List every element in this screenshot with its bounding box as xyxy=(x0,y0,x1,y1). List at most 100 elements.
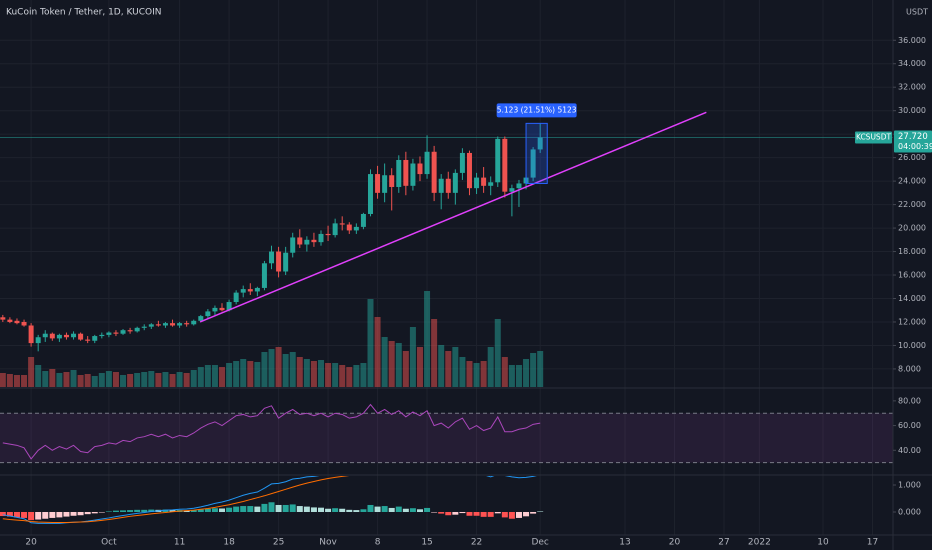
candle-body xyxy=(339,223,345,225)
x-tick-label: 17 xyxy=(867,538,878,548)
macd-histogram-bar xyxy=(438,511,445,514)
macd-histogram-bar xyxy=(134,509,141,512)
volume-bar xyxy=(49,369,56,387)
candle-body xyxy=(261,263,267,288)
macd-histogram-bar xyxy=(381,506,388,512)
volume-bar xyxy=(176,372,183,387)
x-tick-label: 2022 xyxy=(748,538,771,548)
candle-body xyxy=(212,307,218,312)
currency-label: USDT xyxy=(906,8,928,17)
x-tick-label: 8 xyxy=(375,538,381,548)
candle-body xyxy=(254,287,260,292)
macd-histogram-bar xyxy=(325,508,332,512)
volume-bar xyxy=(332,363,339,387)
volume-bar xyxy=(112,372,119,387)
volume-bar xyxy=(346,367,353,387)
volume-bar xyxy=(134,373,141,387)
volume-bar xyxy=(353,365,360,387)
candle-body xyxy=(466,152,472,189)
macd-histogram-bar xyxy=(424,507,431,512)
x-tick-label: 15 xyxy=(421,538,432,548)
rsi-line xyxy=(2,403,541,460)
volume-bar xyxy=(367,299,374,387)
y-tick-label: 8.000 xyxy=(898,364,921,373)
candle-body xyxy=(417,163,423,175)
volume-bar xyxy=(402,351,409,387)
macd-pane xyxy=(0,476,544,524)
volume-bar xyxy=(254,362,261,387)
candle-body xyxy=(403,159,409,186)
volume-bar xyxy=(91,376,98,387)
volume-bar xyxy=(240,359,247,387)
x-tick-label: Dec xyxy=(531,538,548,548)
volume-bar xyxy=(487,347,494,387)
volume-bar xyxy=(247,361,254,387)
volume-bar xyxy=(141,372,148,387)
candle-body xyxy=(283,252,289,272)
y-tick-label: 36.000 xyxy=(898,36,926,45)
candle-body xyxy=(445,178,451,193)
candle-body xyxy=(502,138,508,192)
macd-histogram-bar xyxy=(42,511,49,519)
volume-bar xyxy=(275,347,282,387)
macd-histogram-bar xyxy=(240,506,247,512)
volume-bar xyxy=(13,375,20,387)
y-tick-label: 12.000 xyxy=(898,317,926,326)
volume-bar xyxy=(381,337,388,387)
volume-bar xyxy=(204,365,211,387)
volume-bar xyxy=(466,361,473,387)
volume-bar xyxy=(523,359,530,387)
volume-bar xyxy=(537,351,544,387)
measure-box xyxy=(525,122,548,184)
macd-histogram-bar xyxy=(388,507,395,512)
y-tick-label: 20.000 xyxy=(898,224,926,233)
macd-histogram-bar xyxy=(466,511,473,516)
macd-histogram-bar xyxy=(416,509,423,512)
candle-body xyxy=(276,251,282,272)
x-tick-label: 20 xyxy=(25,538,37,548)
macd-histogram-bar xyxy=(35,511,42,520)
candle-body xyxy=(226,302,232,311)
macd-histogram-bar xyxy=(332,508,339,512)
macd-histogram-bar xyxy=(70,511,77,516)
candle-body xyxy=(155,324,161,326)
rsi-band xyxy=(0,413,893,463)
x-tick-label: 22 xyxy=(471,538,482,548)
macd-histogram-bar xyxy=(169,510,176,512)
candle-body xyxy=(162,323,168,326)
macd-histogram-bar xyxy=(508,511,515,519)
candle-body xyxy=(170,323,176,326)
candle-body xyxy=(219,307,225,311)
volume-bar xyxy=(339,365,346,387)
volume-bar xyxy=(445,351,452,387)
candle-body xyxy=(127,330,133,332)
volume-bar xyxy=(21,375,28,387)
candle-body xyxy=(233,292,239,303)
macd-histogram-bar xyxy=(445,511,452,516)
macd-histogram-bar xyxy=(296,506,303,512)
y-tick-label: 40.00 xyxy=(898,446,921,455)
volume-bar xyxy=(162,372,169,387)
macd-histogram-bar xyxy=(494,511,501,514)
candle-body xyxy=(360,213,366,227)
macd-histogram-bar xyxy=(148,509,155,512)
candle-body xyxy=(452,172,458,193)
candle-body xyxy=(389,175,395,187)
y-tick-label: 1.000 xyxy=(898,480,921,489)
candle-body xyxy=(35,337,41,344)
macd-histogram-bar xyxy=(63,511,70,517)
macd-histogram-bar xyxy=(0,511,6,517)
x-tick-label: 13 xyxy=(619,538,630,548)
candle-body xyxy=(438,178,444,193)
candle-body xyxy=(318,233,324,243)
candle-body xyxy=(113,332,119,334)
volume-bar xyxy=(431,319,438,387)
candle-body xyxy=(78,333,84,340)
candle-body xyxy=(0,317,6,320)
volume-bar xyxy=(211,365,218,387)
macd-histogram-bar xyxy=(501,511,508,518)
volume-bar xyxy=(360,363,367,387)
volume-bar xyxy=(530,353,537,387)
